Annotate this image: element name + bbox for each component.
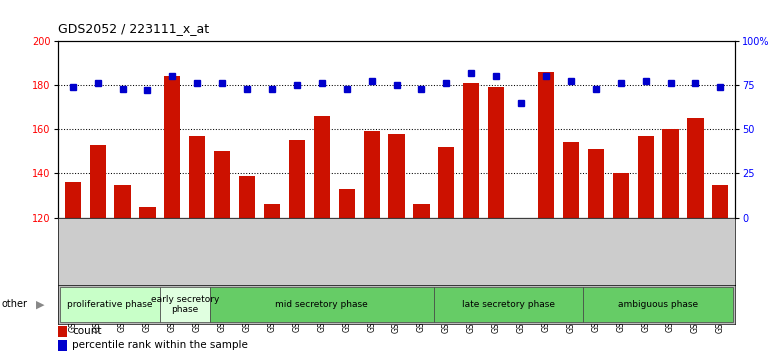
Bar bbox=[209, 286, 434, 322]
Bar bbox=[89, 145, 105, 354]
Bar bbox=[289, 140, 305, 354]
Bar bbox=[638, 136, 654, 354]
Text: early secretory
phase: early secretory phase bbox=[151, 295, 219, 314]
Text: late secretory phase: late secretory phase bbox=[462, 300, 555, 309]
Bar bbox=[313, 116, 330, 354]
Bar bbox=[584, 286, 733, 322]
Bar bbox=[438, 147, 454, 354]
Bar bbox=[214, 152, 230, 354]
Bar bbox=[388, 134, 405, 354]
Bar bbox=[538, 72, 554, 354]
Text: mid secretory phase: mid secretory phase bbox=[276, 300, 368, 309]
Bar bbox=[464, 83, 480, 354]
Bar bbox=[60, 286, 160, 322]
Bar bbox=[563, 142, 579, 354]
Text: percentile rank within the sample: percentile rank within the sample bbox=[72, 341, 248, 350]
Bar bbox=[339, 189, 355, 354]
Text: other: other bbox=[2, 299, 28, 309]
Text: proliferative phase: proliferative phase bbox=[67, 300, 152, 309]
Bar bbox=[413, 205, 430, 354]
Bar bbox=[513, 218, 529, 354]
Text: ▶: ▶ bbox=[36, 299, 45, 309]
Bar bbox=[139, 207, 156, 354]
Bar bbox=[588, 149, 604, 354]
Bar bbox=[58, 326, 67, 337]
Bar bbox=[65, 182, 81, 354]
Bar bbox=[239, 176, 255, 354]
Bar bbox=[164, 76, 180, 354]
Bar bbox=[264, 205, 280, 354]
Text: ambiguous phase: ambiguous phase bbox=[618, 300, 698, 309]
Text: GDS2052 / 223111_x_at: GDS2052 / 223111_x_at bbox=[58, 22, 209, 35]
Bar bbox=[434, 286, 584, 322]
Bar bbox=[488, 87, 504, 354]
Text: count: count bbox=[72, 326, 102, 336]
Bar bbox=[712, 184, 728, 354]
Bar bbox=[613, 173, 629, 354]
Bar bbox=[688, 118, 704, 354]
Bar bbox=[662, 129, 678, 354]
Bar bbox=[189, 136, 206, 354]
Bar bbox=[115, 184, 131, 354]
Bar bbox=[160, 286, 209, 322]
Bar bbox=[363, 131, 380, 354]
Bar bbox=[58, 340, 67, 351]
